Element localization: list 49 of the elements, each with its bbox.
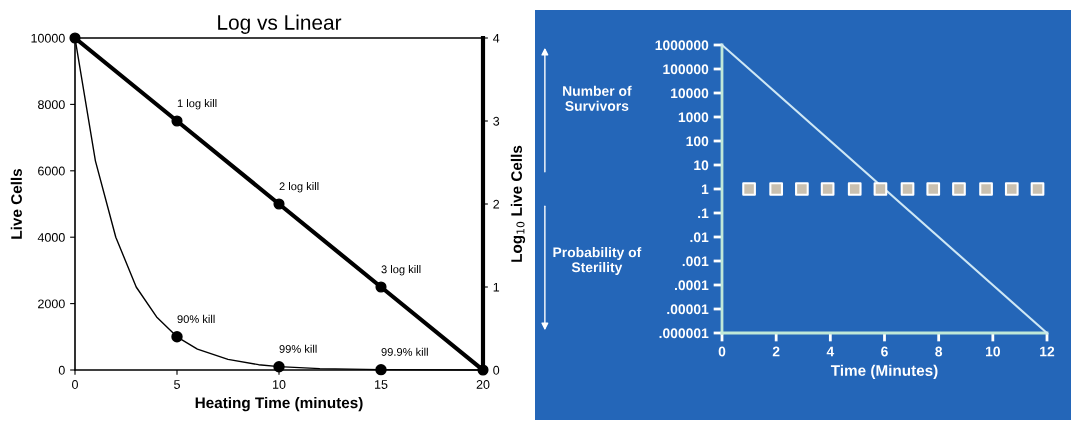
annotation: 1 log kill <box>177 99 217 110</box>
y-tick-label: .1 <box>698 208 709 219</box>
y-tick-label: 10000 <box>31 33 65 43</box>
y2-tick-label: 0 <box>493 365 500 375</box>
x-axis-title: Time (Minutes) <box>830 364 938 379</box>
x-tick-label: 10 <box>273 380 286 389</box>
y2-tick-label: 1 <box>493 282 500 292</box>
y-tick-label: 1 <box>701 184 709 195</box>
annotation: 90% kill <box>177 314 215 324</box>
y-tick-label: .00001 <box>667 304 709 315</box>
x-tick-label: 8 <box>935 346 943 357</box>
y-tick-label: .001 <box>682 256 709 267</box>
text: Number of Survivors <box>563 85 632 111</box>
x-tick-label: 10 <box>985 346 1000 357</box>
x-axis-title: Heating Time (minutes) <box>195 396 363 412</box>
x-tick-label: 2 <box>772 346 780 357</box>
x-tick-label: 6 <box>881 346 888 357</box>
x-tick-label: 4 <box>826 346 835 357</box>
x-tick-label: 0 <box>718 346 726 357</box>
annotation: 99.9% kill <box>381 347 428 356</box>
annotation: 2 log kill <box>279 182 319 193</box>
annotation: 99% kill <box>279 344 317 353</box>
y-tick-label: 1000000 <box>655 40 709 51</box>
x-tick-label: 20 <box>476 380 490 389</box>
x-tick-label: 12 <box>1040 346 1055 357</box>
chart-title: Log vs Linear <box>218 14 342 34</box>
y-tick-label: 2000 <box>38 299 65 309</box>
y-tick-label: 100 <box>686 136 709 147</box>
y-tick-label: 8000 <box>38 100 65 110</box>
y-tick-label: 0 <box>58 365 65 375</box>
y-tick-label: 10000 <box>671 88 709 99</box>
x-tick-label: 5 <box>174 380 180 389</box>
y-tick-label: .01 <box>690 232 709 243</box>
y-axis-title: Live Cells <box>10 168 22 239</box>
y-tick-label: 10 <box>694 160 709 171</box>
y2-tick-label: 4 <box>493 33 500 43</box>
y2-tick-label: 3 <box>493 116 500 126</box>
text: Probability of Sterility <box>553 247 642 275</box>
y-tick-label: 4000 <box>37 233 65 242</box>
x-tick-label: 0 <box>72 380 78 389</box>
y2-tick-label: 2 <box>493 199 500 209</box>
y-tick-label: .000001 <box>659 328 709 339</box>
y-tick-label: 100000 <box>663 64 709 75</box>
annotation: 3 log kill <box>381 265 421 276</box>
y2-axis-title: Log$_{10}$ Live Cells <box>510 145 526 262</box>
y-tick-label: .0001 <box>674 280 709 291</box>
x-tick-label: 15 <box>375 380 388 389</box>
y-tick-label: 1000 <box>678 112 709 123</box>
y-tick-label: 6000 <box>38 166 65 176</box>
